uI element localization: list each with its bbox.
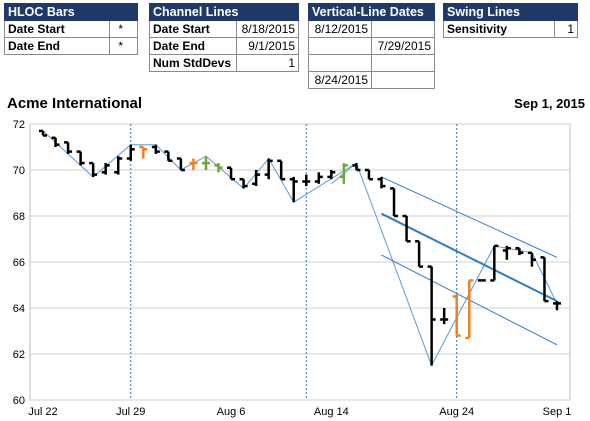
y-tick-label: 60 bbox=[13, 395, 25, 407]
hloc-bar bbox=[390, 187, 399, 218]
x-tick-label: Sep 1 bbox=[543, 406, 572, 418]
swing-sensitivity-label: Sensitivity bbox=[442, 20, 556, 38]
channel-num-stddevs-label: Num StdDevs bbox=[148, 54, 238, 72]
hloc-bar bbox=[440, 308, 449, 325]
hloc-bar bbox=[415, 240, 424, 268]
y-tick-label: 68 bbox=[13, 211, 25, 223]
hloc-bar bbox=[352, 163, 361, 172]
hloc-bar bbox=[490, 244, 499, 282]
y-tick-label: 62 bbox=[13, 349, 25, 361]
y-tick-label: 72 bbox=[13, 119, 25, 131]
swing-panel: Swing Lines Sensitivity 1 bbox=[442, 3, 578, 38]
hloc-bar bbox=[51, 136, 60, 147]
hloc-bar bbox=[327, 170, 336, 180]
hloc-bar bbox=[339, 163, 348, 184]
hloc-bar bbox=[89, 161, 98, 177]
hloc-bar-layer bbox=[39, 129, 561, 366]
hloc-bar bbox=[114, 156, 123, 175]
swing-panel-title: Swing Lines bbox=[443, 3, 578, 21]
chart-title: Acme International bbox=[7, 95, 143, 112]
channel-date-start-value[interactable]: 8/18/2015 bbox=[236, 20, 299, 38]
hloc-bar bbox=[139, 145, 148, 159]
hloc-bar bbox=[39, 129, 47, 137]
hloc-bar bbox=[364, 168, 373, 181]
swing-sensitivity-value[interactable]: 1 bbox=[554, 20, 578, 38]
channel-upper-line bbox=[381, 176, 558, 258]
hloc-bar bbox=[452, 294, 461, 337]
vlines-panel-title: Vertical-Line Dates bbox=[308, 3, 435, 21]
hloc-bar bbox=[101, 163, 110, 175]
hloc-bar bbox=[76, 150, 85, 166]
swing-line bbox=[42, 130, 558, 367]
hloc-bar bbox=[264, 158, 273, 180]
hloc-bar bbox=[164, 150, 173, 163]
hloc-date-start-label: Date Start bbox=[3, 20, 111, 38]
hloc-date-end-value[interactable]: * bbox=[109, 37, 138, 55]
hloc-bar bbox=[515, 246, 524, 256]
x-tick-label: Aug 24 bbox=[439, 406, 474, 418]
channel-date-end-value[interactable]: 9/1/2015 bbox=[236, 37, 299, 55]
vertical-line-layer bbox=[130, 124, 458, 400]
hloc-bar bbox=[289, 176, 298, 203]
hloc-date-end-label: Date End bbox=[3, 37, 111, 55]
y-tick-label: 66 bbox=[13, 257, 25, 269]
hloc-bar bbox=[527, 251, 536, 267]
grid-layer bbox=[29, 123, 571, 401]
hloc-bar bbox=[465, 279, 474, 340]
x-tick-label: Jul 22 bbox=[28, 406, 57, 418]
vline-cell[interactable]: 8/12/2015 bbox=[308, 20, 372, 38]
hloc-bar bbox=[189, 158, 198, 170]
y-tick-label: 70 bbox=[13, 165, 25, 177]
hloc-bar bbox=[201, 156, 210, 170]
x-tick-label: Aug 14 bbox=[314, 406, 349, 418]
hloc-bar bbox=[214, 163, 223, 173]
swing-line-layer bbox=[42, 130, 558, 367]
hloc-panel-title: HLOC Bars bbox=[4, 3, 138, 21]
hloc-bar bbox=[176, 157, 185, 172]
hloc-bar bbox=[252, 170, 261, 187]
hloc-bar bbox=[427, 265, 436, 366]
hloc-bar bbox=[314, 172, 323, 184]
hloc-bar bbox=[540, 256, 549, 303]
hloc-bar bbox=[553, 301, 561, 311]
chart-date: Sep 1, 2015 bbox=[514, 96, 585, 111]
hloc-bar bbox=[302, 174, 311, 187]
hloc-bar bbox=[402, 214, 411, 243]
hloc-bar bbox=[377, 176, 386, 189]
hloc-bar bbox=[64, 141, 73, 154]
x-tick-label: Jul 29 bbox=[116, 406, 145, 418]
channel-num-stddevs-value[interactable]: 1 bbox=[236, 54, 299, 72]
hloc-bar bbox=[227, 166, 236, 181]
hloc-bar bbox=[151, 144, 160, 154]
hloc-bar bbox=[277, 159, 286, 181]
channel-panel: Channel Lines Date Start 8/18/2015 Date … bbox=[148, 3, 299, 72]
vline-cell[interactable] bbox=[371, 71, 435, 89]
vlines-panel: Vertical-Line Dates 8/12/2015 7/29/2015 … bbox=[308, 3, 435, 89]
hloc-panel: HLOC Bars Date Start * Date End * bbox=[3, 3, 138, 55]
channel-center-line bbox=[381, 212, 558, 302]
hloc-bar bbox=[126, 144, 135, 161]
hloc-bar bbox=[502, 245, 511, 260]
x-tick-label: Aug 6 bbox=[217, 406, 246, 418]
y-tick-label: 64 bbox=[13, 303, 25, 315]
hloc-bar bbox=[239, 177, 248, 189]
